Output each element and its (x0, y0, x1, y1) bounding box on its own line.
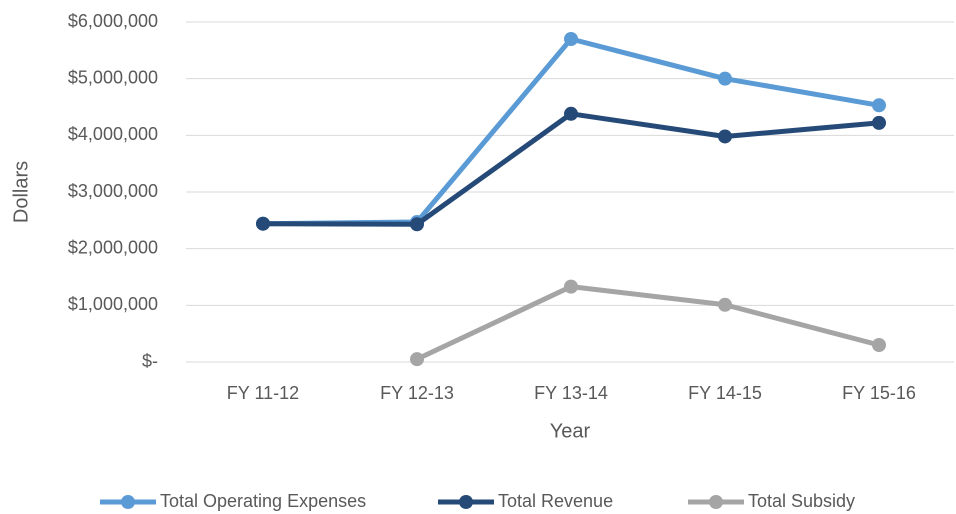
y-tick-label: $4,000,000 (68, 124, 158, 144)
data-point (718, 71, 732, 86)
legend-marker (709, 495, 723, 509)
y-tick-label: $1,000,000 (68, 294, 158, 314)
data-point (564, 279, 578, 294)
legend-label: Total Revenue (498, 491, 613, 511)
legend-label: Total Operating Expenses (160, 491, 366, 511)
y-tick-label: $3,000,000 (68, 181, 158, 201)
y-tick-label: $2,000,000 (68, 237, 158, 257)
series-line (262, 111, 880, 227)
legend-label: Total Subsidy (748, 491, 855, 511)
data-point (410, 217, 424, 232)
y-axis-title: Dollars (10, 161, 32, 223)
data-point (256, 216, 270, 231)
legend-marker (459, 495, 473, 509)
data-point (872, 98, 886, 113)
x-tick-label: FY 14-15 (688, 383, 762, 403)
legend-marker (121, 495, 135, 509)
data-point (872, 115, 886, 130)
data-point (872, 338, 886, 352)
x-axis-title: Year (550, 420, 591, 442)
data-point (718, 129, 732, 144)
data-point (564, 32, 578, 46)
x-tick-label: FY 11-12 (227, 383, 299, 403)
series-line (415, 284, 880, 362)
y-tick-label: $6,000,000 (68, 11, 158, 31)
data-point (718, 297, 732, 312)
data-point (410, 352, 424, 367)
y-tick-label: $5,000,000 (68, 67, 158, 87)
data-point (564, 106, 578, 121)
x-tick-label: FY 15-16 (842, 383, 916, 403)
y-tick-label: $- (142, 351, 158, 371)
x-tick-label: FY 13-14 (534, 383, 608, 403)
x-tick-label: FY 12-13 (380, 383, 454, 403)
